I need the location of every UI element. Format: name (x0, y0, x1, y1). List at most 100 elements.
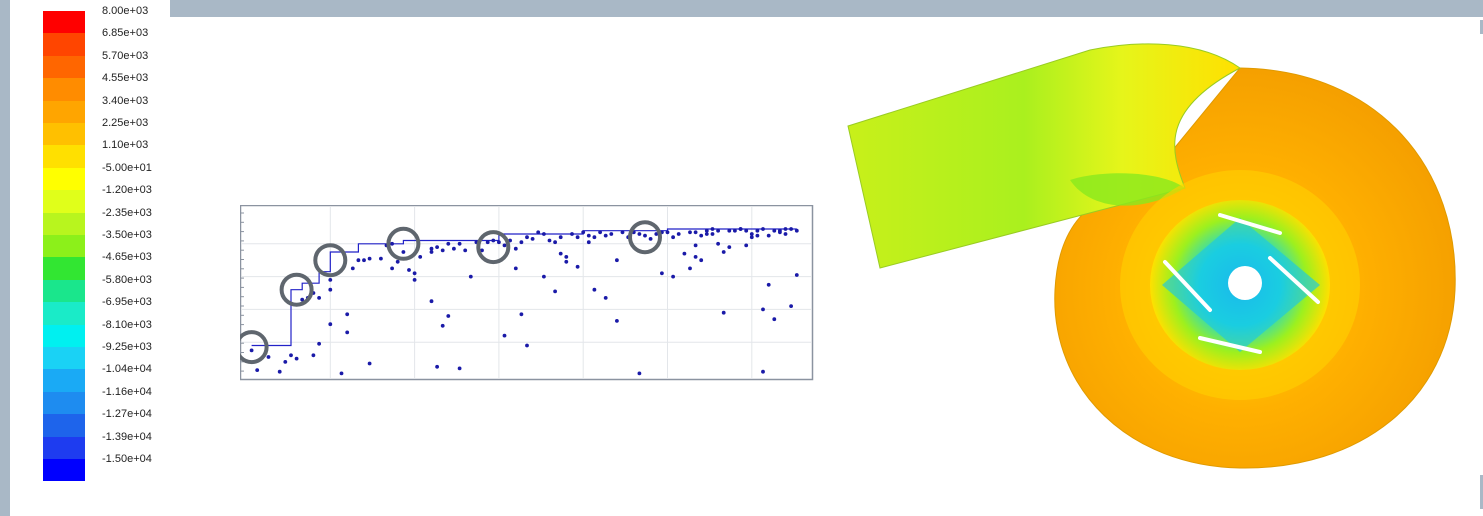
scatter-point (519, 240, 524, 245)
scatter-point (379, 256, 383, 261)
impeller-blade-3 (1268, 256, 1320, 304)
scatter-point (586, 240, 591, 245)
colorbar-swatch (43, 257, 85, 280)
scatter-point (570, 232, 574, 236)
colorbar-label: -1.04e+04 (102, 363, 152, 376)
scatter-point (699, 258, 704, 263)
scatter-point (429, 250, 434, 254)
colorbar-label: 4.55e+03 (102, 72, 149, 85)
colorbar-swatch (43, 212, 85, 235)
colorbar-label: -1.16e+04 (102, 385, 152, 398)
scatter-point (446, 314, 451, 318)
scatter-point (710, 232, 715, 236)
scatter-point (530, 237, 535, 241)
scatter-point (525, 343, 529, 348)
colorbar-swatch (43, 279, 85, 303)
scatter-point (446, 241, 451, 246)
scatter-point (564, 259, 569, 264)
impeller-blade-2 (1218, 213, 1282, 235)
colorbar-label: 5.70e+03 (102, 49, 149, 62)
scatter-point (435, 364, 439, 369)
scatter-point (603, 296, 608, 300)
scatter-point (575, 264, 580, 269)
colorbar-swatch (43, 190, 85, 213)
scatter-point (794, 273, 799, 277)
colorbar-swatch (43, 11, 85, 34)
scatter-point (412, 278, 417, 282)
scatter-point (311, 353, 316, 358)
scatter-point (721, 310, 726, 315)
colorbar-swatch (43, 324, 85, 347)
scatter-point (693, 255, 698, 259)
scatter-point (586, 233, 591, 238)
scatter-point (367, 361, 372, 366)
colorbar-label: -5.00e+01 (102, 161, 152, 174)
scatter-point (513, 266, 518, 271)
scatter-point (609, 232, 614, 236)
scatter-point (317, 296, 321, 300)
scatter-point (317, 341, 321, 346)
scatter-point (648, 237, 653, 241)
scatter-point (733, 228, 737, 233)
highlight-circle (313, 243, 348, 278)
scatter-point (519, 312, 524, 317)
scatter-point (749, 232, 754, 236)
scatter-point (716, 241, 720, 246)
scatter-point (345, 312, 350, 317)
colorbar-swatch (43, 347, 85, 370)
scatter-point (463, 248, 468, 253)
scatter-point (367, 256, 372, 261)
highlight-circle (279, 272, 314, 307)
colorbar-label: -1.27e+04 (102, 408, 152, 421)
scatter-point (289, 353, 293, 358)
scatter-point (615, 258, 619, 263)
scatter-point (502, 333, 507, 338)
colorbar-swatch (43, 302, 85, 325)
scatter-point (328, 322, 333, 327)
scatter-point (412, 271, 417, 276)
colorbar-swatch (43, 78, 85, 101)
scatter-point (778, 228, 782, 233)
edge-marker-bottom (1480, 475, 1483, 509)
scatter-point (390, 241, 394, 246)
plot-frame (240, 205, 814, 381)
scatter-point (665, 230, 670, 235)
highlight-circle (476, 230, 511, 265)
scatter-point (598, 230, 602, 235)
scatter-point (542, 232, 546, 236)
colorbar-legend: 8.00e+03 6.85e+03 5.70e+03 4.55e+03 3.40e+03… (10, 0, 170, 482)
colorbar-label: -9.25e+03 (102, 341, 152, 353)
scatter-point (637, 371, 642, 376)
scatter-point (418, 255, 423, 259)
scatter-point (682, 251, 687, 256)
scatter-point (407, 268, 411, 272)
scatter-point (727, 245, 732, 249)
scatter-point (738, 227, 743, 231)
hub-hole (1228, 266, 1262, 300)
scatter-point (362, 258, 366, 263)
impeller-blade-4 (1198, 336, 1262, 354)
colorbar-label: 1.10e+03 (102, 139, 149, 152)
scatter-point (603, 233, 608, 238)
scatter-point (676, 232, 681, 236)
scatter-plot (240, 205, 814, 381)
highlight-circle (386, 226, 421, 261)
scatter-point (328, 287, 333, 292)
colorbar-swatch (43, 123, 85, 146)
colorbar-label: -5.80e+03 (102, 273, 152, 286)
scatter-point (688, 266, 692, 271)
colorbar-label: -4.65e+03 (102, 251, 152, 264)
scatter-point (766, 282, 771, 287)
scatter-point (345, 330, 350, 335)
scatter-point (643, 233, 647, 238)
scatter-point (497, 240, 501, 245)
scatter-point (468, 274, 473, 279)
scatter-point (772, 317, 777, 322)
scatter-point (654, 232, 659, 236)
colorbar-label: -1.39e+04 (102, 430, 152, 443)
scatter-point (558, 251, 563, 256)
scatter-point (525, 235, 529, 240)
colorbar-swatch (43, 369, 85, 392)
scatter-point (761, 307, 765, 312)
scatter-point (553, 240, 557, 245)
